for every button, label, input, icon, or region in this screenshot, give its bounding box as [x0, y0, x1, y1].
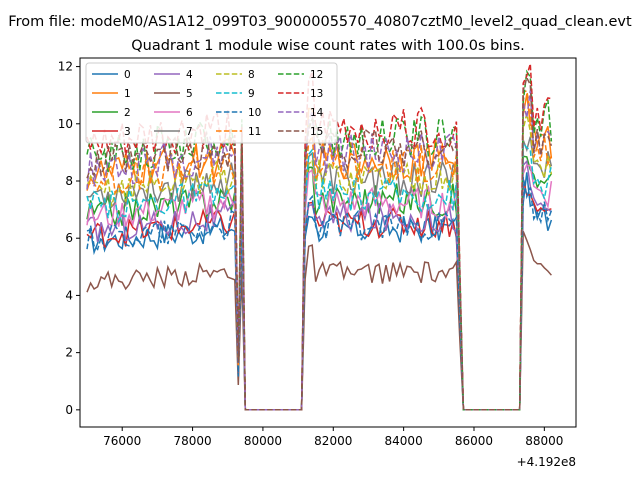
x-offset-label: +4.192e8 [517, 455, 576, 469]
legend-label-4: 4 [186, 69, 193, 81]
y-tick-label: 6 [65, 231, 73, 245]
legend-label-13: 13 [310, 88, 323, 100]
y-tick-label: 10 [58, 117, 73, 131]
legend-label-2: 2 [124, 107, 131, 119]
y-tick-label: 0 [65, 403, 73, 417]
legend-box [85, 62, 338, 144]
y-tick-label: 2 [65, 346, 73, 360]
figure-suptitle: From file: modeM0/AS1A12_099T03_90000055… [8, 14, 632, 30]
legend-label-1: 1 [124, 88, 131, 100]
x-tick-label: 80000 [244, 434, 282, 448]
axes-frame [79, 57, 577, 428]
legend-label-15: 15 [310, 126, 323, 138]
legend-label-8: 8 [248, 69, 255, 81]
y-tick-label: 4 [65, 288, 73, 302]
x-tick-label: 86000 [455, 434, 493, 448]
legend-label-14: 14 [310, 107, 324, 119]
x-tick-label: 76000 [103, 434, 141, 448]
legend-label-3: 3 [124, 126, 131, 138]
legend-label-12: 12 [310, 69, 323, 81]
legend-label-10: 10 [248, 107, 261, 119]
chart-title: Quadrant 1 module wise count rates with … [131, 38, 525, 54]
legend-label-5: 5 [186, 88, 193, 100]
x-tick-label: 84000 [385, 434, 423, 448]
x-tick-label: 88000 [525, 434, 563, 448]
y-tick-label: 12 [58, 60, 73, 74]
x-tick-label: 78000 [173, 434, 211, 448]
plot-area [86, 63, 553, 411]
legend-label-0: 0 [124, 69, 131, 81]
legend-label-9: 9 [248, 88, 255, 100]
legend-label-6: 6 [186, 107, 193, 119]
x-tick-label: 82000 [314, 434, 352, 448]
y-axis: 0 2 4 6 8 10 12 [58, 60, 80, 417]
legend-label-11: 11 [248, 126, 261, 138]
y-tick-label: 8 [65, 174, 73, 188]
x-axis: 76000 78000 80000 82000 84000 86000 88000 [103, 427, 563, 448]
legend-label-7: 7 [186, 126, 193, 138]
